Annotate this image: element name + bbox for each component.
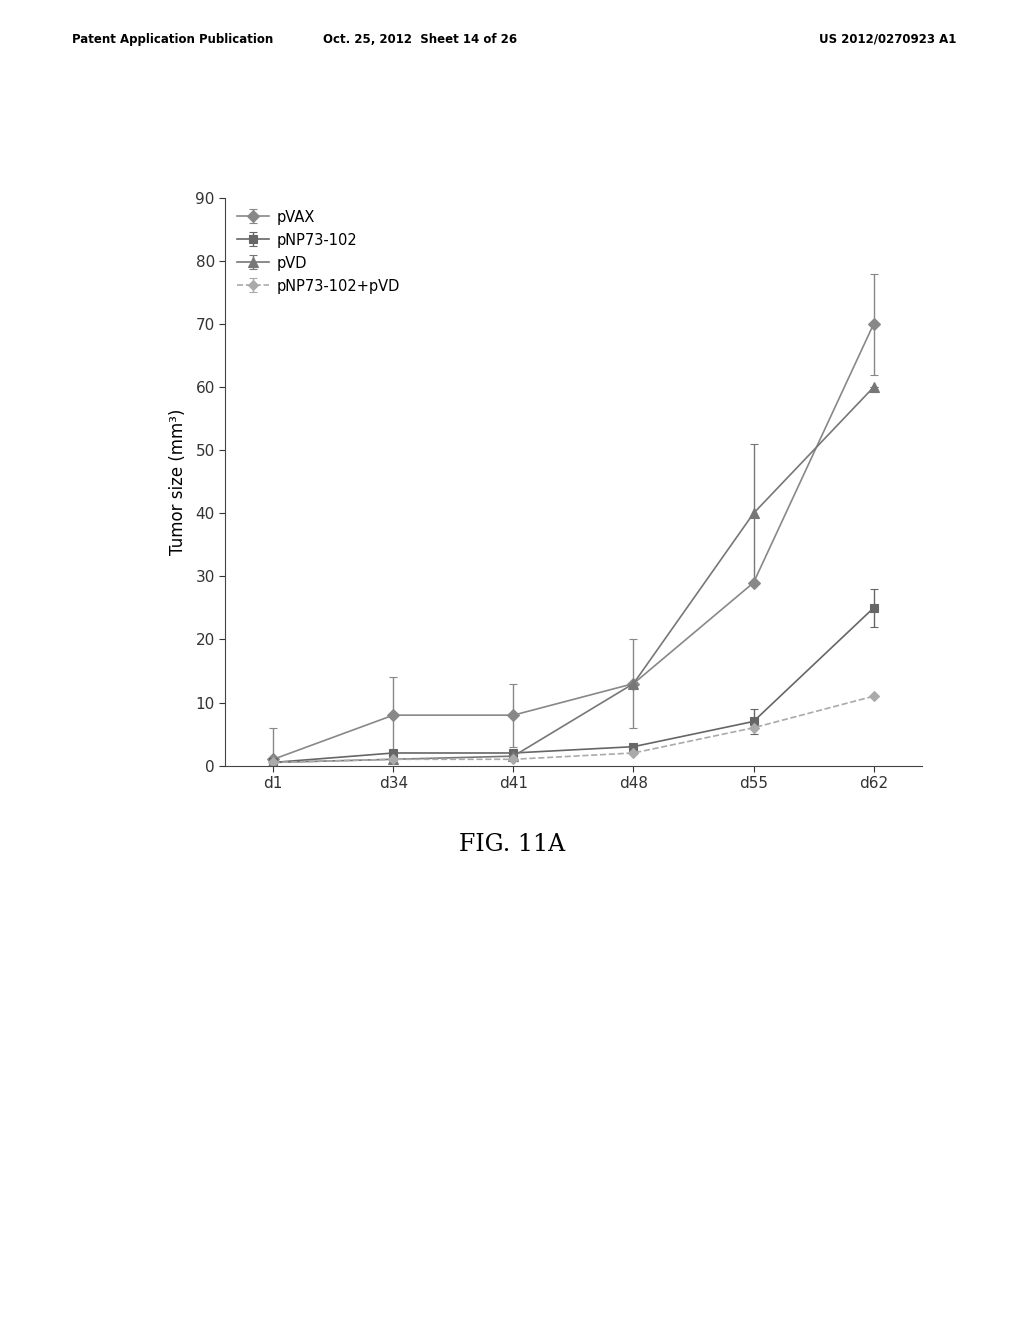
Y-axis label: Tumor size (mm³): Tumor size (mm³) [169, 409, 187, 554]
Text: Oct. 25, 2012  Sheet 14 of 26: Oct. 25, 2012 Sheet 14 of 26 [323, 33, 517, 46]
Text: FIG. 11A: FIG. 11A [459, 833, 565, 857]
Legend: pVAX, pNP73-102, pVD, pNP73-102+pVD: pVAX, pNP73-102, pVD, pNP73-102+pVD [232, 206, 404, 298]
Text: Patent Application Publication: Patent Application Publication [72, 33, 273, 46]
Text: US 2012/0270923 A1: US 2012/0270923 A1 [819, 33, 956, 46]
